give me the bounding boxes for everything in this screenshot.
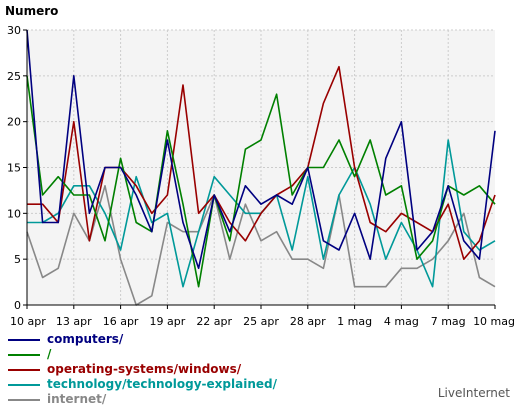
series-line [26, 185, 496, 306]
credit-text: LiveInternet [437, 386, 510, 400]
legend-item: / [8, 347, 277, 362]
legend-swatch [8, 368, 40, 371]
legend-swatch [8, 353, 40, 356]
x-tick-label: 4 mag [384, 315, 419, 328]
legend-swatch [8, 398, 40, 401]
axes: 0 5 10 15 20 25 30 10 apr 13 apr 16 apr 19 apr 22 a… [7, 24, 515, 328]
legend-label: technology/technology-explained/ [47, 377, 277, 391]
line-chart: 0 5 10 15 20 25 30 10 apr 13 apr 16 apr 19 apr 22 a… [5, 4, 515, 328]
legend-swatch [8, 383, 40, 386]
legend: computers// operating-systems/windows/tec… [8, 332, 277, 407]
series-line [26, 29, 496, 270]
y-tick-label: 30 [7, 24, 21, 37]
legend-item: operating-systems/windows/ [8, 362, 277, 377]
legend-item: computers/ [8, 332, 277, 347]
x-tick-label: 13 apr [56, 315, 92, 328]
x-tick-label: 7 mag [431, 315, 466, 328]
series-lines [26, 29, 496, 306]
series-line [26, 75, 496, 288]
y-tick-label: 0 [14, 299, 21, 312]
x-tick-label: 19 apr [150, 315, 186, 328]
y-tick-label: 5 [14, 253, 21, 266]
y-tick-label: 20 [7, 116, 21, 129]
y-tick-label: 15 [7, 162, 21, 175]
legend-label: / [47, 347, 52, 361]
x-tick-label: 10 mag [473, 315, 515, 328]
x-tick-label: 25 apr [243, 315, 279, 328]
y-tick-label: 10 [7, 207, 21, 220]
x-tick-label: 28 apr [290, 315, 326, 328]
legend-swatch [8, 338, 40, 341]
x-tick-label: 1 mag [337, 315, 372, 328]
y-axis-label: Numero [5, 4, 58, 18]
legend-item: technology/technology-explained/ [8, 377, 277, 392]
x-tick-label: 22 apr [196, 315, 232, 328]
legend-label: internet/ [47, 392, 107, 406]
x-tick-label: 10 apr [10, 315, 46, 328]
y-tick-label: 25 [7, 70, 21, 83]
legend-label: operating-systems/windows/ [47, 362, 242, 376]
x-tick-label: 16 apr [103, 315, 139, 328]
legend-item: internet/ [8, 392, 277, 407]
legend-label: computers/ [47, 332, 124, 346]
